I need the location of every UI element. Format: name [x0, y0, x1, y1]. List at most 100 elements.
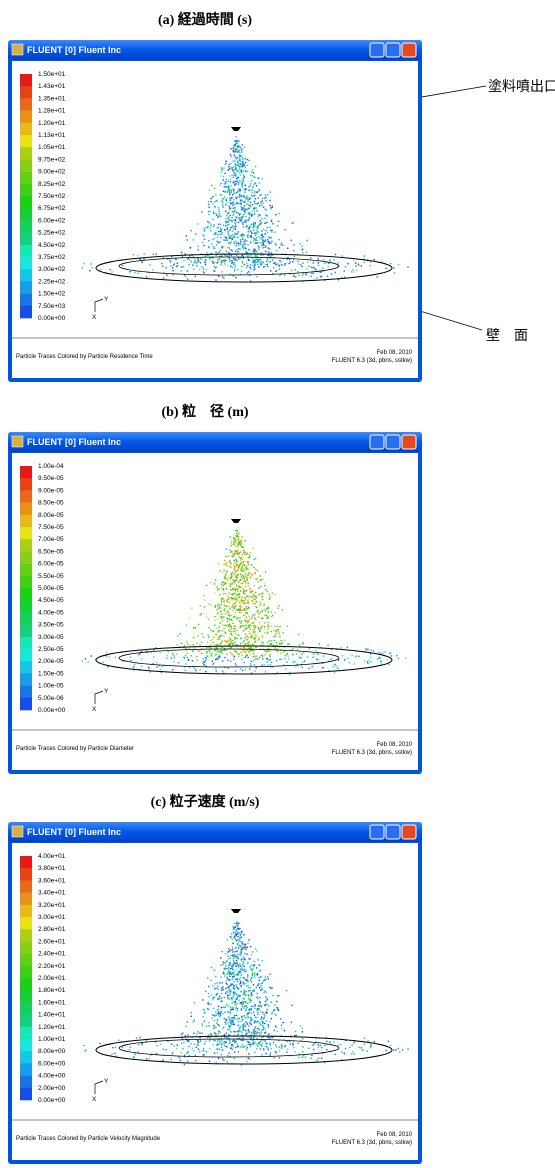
- particle: [211, 629, 212, 630]
- particle: [235, 936, 236, 937]
- particle: [245, 197, 246, 198]
- particle: [307, 262, 308, 263]
- colorbar-label: 7.50e+03: [38, 303, 66, 310]
- particle: [204, 1043, 205, 1044]
- particle: [240, 643, 241, 644]
- particle: [258, 261, 259, 262]
- particle: [265, 247, 266, 248]
- particle: [250, 999, 251, 1000]
- particle: [270, 243, 271, 244]
- particle: [243, 1008, 244, 1009]
- particle: [255, 599, 256, 600]
- close-button[interactable]: [402, 43, 416, 57]
- particle: [250, 980, 251, 981]
- particle: [275, 214, 276, 215]
- particle: [174, 1045, 175, 1046]
- particle: [240, 954, 241, 955]
- particle: [271, 616, 272, 617]
- particle: [240, 981, 241, 982]
- particle: [84, 1050, 85, 1051]
- particle: [233, 988, 234, 989]
- particle: [211, 1035, 212, 1036]
- particle: [92, 267, 93, 268]
- particle: [313, 267, 314, 268]
- particle: [235, 151, 236, 152]
- particle: [318, 265, 319, 266]
- particle: [254, 226, 255, 227]
- particle: [249, 208, 250, 209]
- particle: [184, 645, 185, 646]
- particle: [233, 182, 234, 183]
- particle: [316, 277, 317, 278]
- particle: [206, 227, 207, 228]
- particle: [227, 190, 228, 191]
- particle: [269, 650, 270, 651]
- particle: [236, 969, 237, 970]
- close-button[interactable]: [402, 825, 416, 839]
- particle: [223, 617, 224, 618]
- window-button[interactable]: [386, 435, 400, 449]
- particle: [223, 176, 224, 177]
- window-button[interactable]: [386, 43, 400, 57]
- particle: [149, 264, 150, 265]
- colorbar-segment: [20, 954, 32, 967]
- particle: [240, 249, 241, 250]
- particle: [259, 980, 260, 981]
- particle: [210, 227, 211, 228]
- particle: [279, 268, 280, 269]
- particle: [217, 1044, 218, 1045]
- particle: [238, 556, 239, 557]
- particle: [205, 259, 206, 260]
- particle: [261, 264, 262, 265]
- window-button[interactable]: [370, 435, 384, 449]
- particle: [200, 669, 201, 670]
- particle: [252, 951, 253, 952]
- particle: [314, 268, 315, 269]
- particle: [296, 1035, 297, 1036]
- particle: [240, 574, 241, 575]
- particle: [198, 260, 199, 261]
- particle: [217, 1020, 218, 1021]
- close-button[interactable]: [402, 435, 416, 449]
- particle: [198, 635, 199, 636]
- particle: [258, 266, 259, 267]
- particle: [193, 268, 194, 269]
- particle: [237, 177, 238, 178]
- particle: [262, 1012, 263, 1013]
- window-button[interactable]: [386, 825, 400, 839]
- window-button[interactable]: [370, 825, 384, 839]
- particle: [235, 183, 236, 184]
- particle: [199, 269, 200, 270]
- particle: [232, 951, 233, 952]
- particle: [235, 530, 236, 531]
- particle: [279, 275, 280, 276]
- particle: [221, 951, 222, 952]
- particle: [240, 596, 241, 597]
- window-button[interactable]: [370, 43, 384, 57]
- particle: [235, 566, 236, 567]
- particle: [111, 271, 112, 272]
- particle: [217, 234, 218, 235]
- particle: [242, 559, 243, 560]
- particle: [224, 183, 225, 184]
- particle: [236, 149, 237, 150]
- particle: [241, 542, 242, 543]
- particle: [236, 594, 237, 595]
- particle: [249, 1009, 250, 1010]
- particle: [223, 971, 224, 972]
- particle: [275, 1026, 276, 1027]
- particle: [275, 1044, 276, 1045]
- particle: [234, 954, 235, 955]
- particle: [221, 271, 222, 272]
- particle: [313, 1043, 314, 1044]
- particle: [249, 1058, 250, 1059]
- colorbar-segment: [20, 551, 32, 564]
- particle: [254, 961, 255, 962]
- colorbar-label: 6.50e-05: [38, 548, 64, 555]
- particle: [214, 997, 215, 998]
- particle: [237, 196, 238, 197]
- particle: [256, 233, 257, 234]
- particle: [231, 260, 232, 261]
- colorbar-label: 1.35e+01: [38, 95, 66, 102]
- colorbar-segment: [20, 490, 32, 503]
